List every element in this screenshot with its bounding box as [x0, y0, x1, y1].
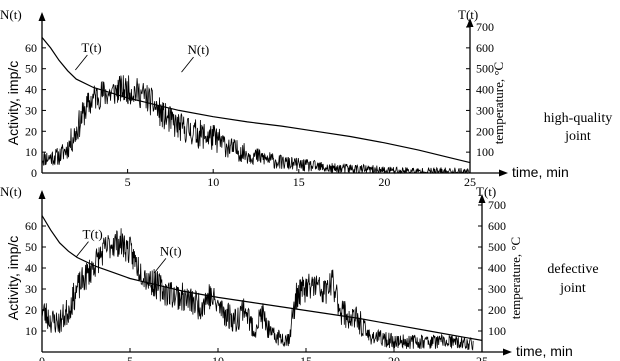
series-label: T(t): [81, 40, 101, 55]
x-tick-label: 10: [207, 175, 219, 189]
series-n-line: [41, 228, 474, 351]
x-axis-label: time, min: [512, 164, 569, 180]
series-t-line: [41, 37, 471, 164]
right-tick-label: 200: [476, 124, 494, 138]
right-axis-title: T(t): [476, 184, 496, 199]
right-tick-label: 700: [488, 198, 506, 212]
right-tick-label: 300: [476, 103, 494, 117]
left-tick-label: 50: [25, 62, 37, 76]
x-tick-label: 5: [125, 175, 131, 189]
series-label-leader: [75, 54, 88, 71]
x-tick-label: 25: [464, 175, 476, 189]
right-axis-title: T(t): [458, 7, 478, 22]
right-tick-label: 300: [488, 282, 506, 296]
right-axis-label: temperature, °C: [508, 237, 523, 319]
x-axis-arrow: [499, 169, 508, 177]
left-tick-label: 60: [25, 41, 37, 55]
series-label-leader: [153, 258, 167, 274]
x-axis-label: time, min: [516, 343, 573, 359]
series-label: N(t): [188, 42, 210, 57]
x-tick-label: 20: [388, 354, 400, 361]
left-tick-label: 20: [25, 124, 37, 138]
left-tick-label: 40: [25, 261, 37, 275]
left-tick-label: 10: [25, 145, 37, 159]
left-tick-label: 30: [25, 282, 37, 296]
right-tick-label: 400: [476, 83, 494, 97]
series-label-leader: [181, 56, 194, 73]
right-tick-label: 600: [476, 41, 494, 55]
series-t-line: [41, 215, 483, 341]
left-tick-label: 20: [25, 303, 37, 317]
annotation-line-1: high-quality: [544, 111, 612, 126]
right-tick-label: 600: [488, 219, 506, 233]
right-axis-arrow: [466, 18, 474, 27]
right-axis-arrow: [478, 194, 486, 203]
left-axis-label: Activity, imp/c: [5, 236, 21, 321]
right-tick-label: 200: [488, 303, 506, 317]
series-label: T(t): [82, 227, 102, 242]
left-tick-label: 10: [25, 324, 37, 338]
x-tick-label: 20: [378, 175, 390, 189]
series-label-leader: [76, 241, 89, 257]
left-tick-label: 30: [25, 103, 37, 117]
series-n-line: [41, 75, 471, 175]
x-tick-label: 15: [293, 175, 305, 189]
right-tick-label: 500: [488, 240, 506, 254]
chart-bottom: T(t)N(t) 1020304050601002003004005006007…: [0, 184, 599, 361]
left-tick-label: 50: [25, 240, 37, 254]
left-axis-title: N(t): [0, 7, 22, 22]
right-tick-label: 100: [488, 324, 506, 338]
left-tick-label: 0: [31, 166, 37, 180]
annotation-line-1: defective: [547, 262, 598, 277]
x-tick-label: 10: [212, 354, 224, 361]
series-label: N(t): [160, 243, 182, 258]
left-tick-label: 60: [25, 219, 37, 233]
right-tick-label: 500: [476, 62, 494, 76]
x-tick-label: 15: [300, 354, 312, 361]
left-axis-title: N(t): [0, 184, 22, 199]
chart-top: T(t) N(t) 0 10 20 30 40 50 60 100 200 300 400 500 600…: [0, 7, 612, 189]
x-axis-arrow: [503, 348, 512, 356]
annotation-line-2: joint: [559, 281, 586, 296]
right-tick-label: 400: [488, 261, 506, 275]
left-tick-label: 40: [25, 83, 37, 97]
right-tick-label: 100: [476, 145, 494, 159]
left-axis-arrow: [38, 12, 46, 21]
left-axis-arrow: [38, 190, 46, 199]
x-tick-label: 5: [127, 354, 133, 361]
left-axis-label: Activity, imp/c: [5, 61, 21, 146]
x-tick-label: 0: [39, 354, 45, 361]
right-axis-label: temperature, °C: [491, 62, 506, 144]
x-tick-label: 25: [476, 354, 488, 361]
annotation-line-2: joint: [564, 129, 591, 144]
right-tick-label: 700: [476, 20, 494, 34]
